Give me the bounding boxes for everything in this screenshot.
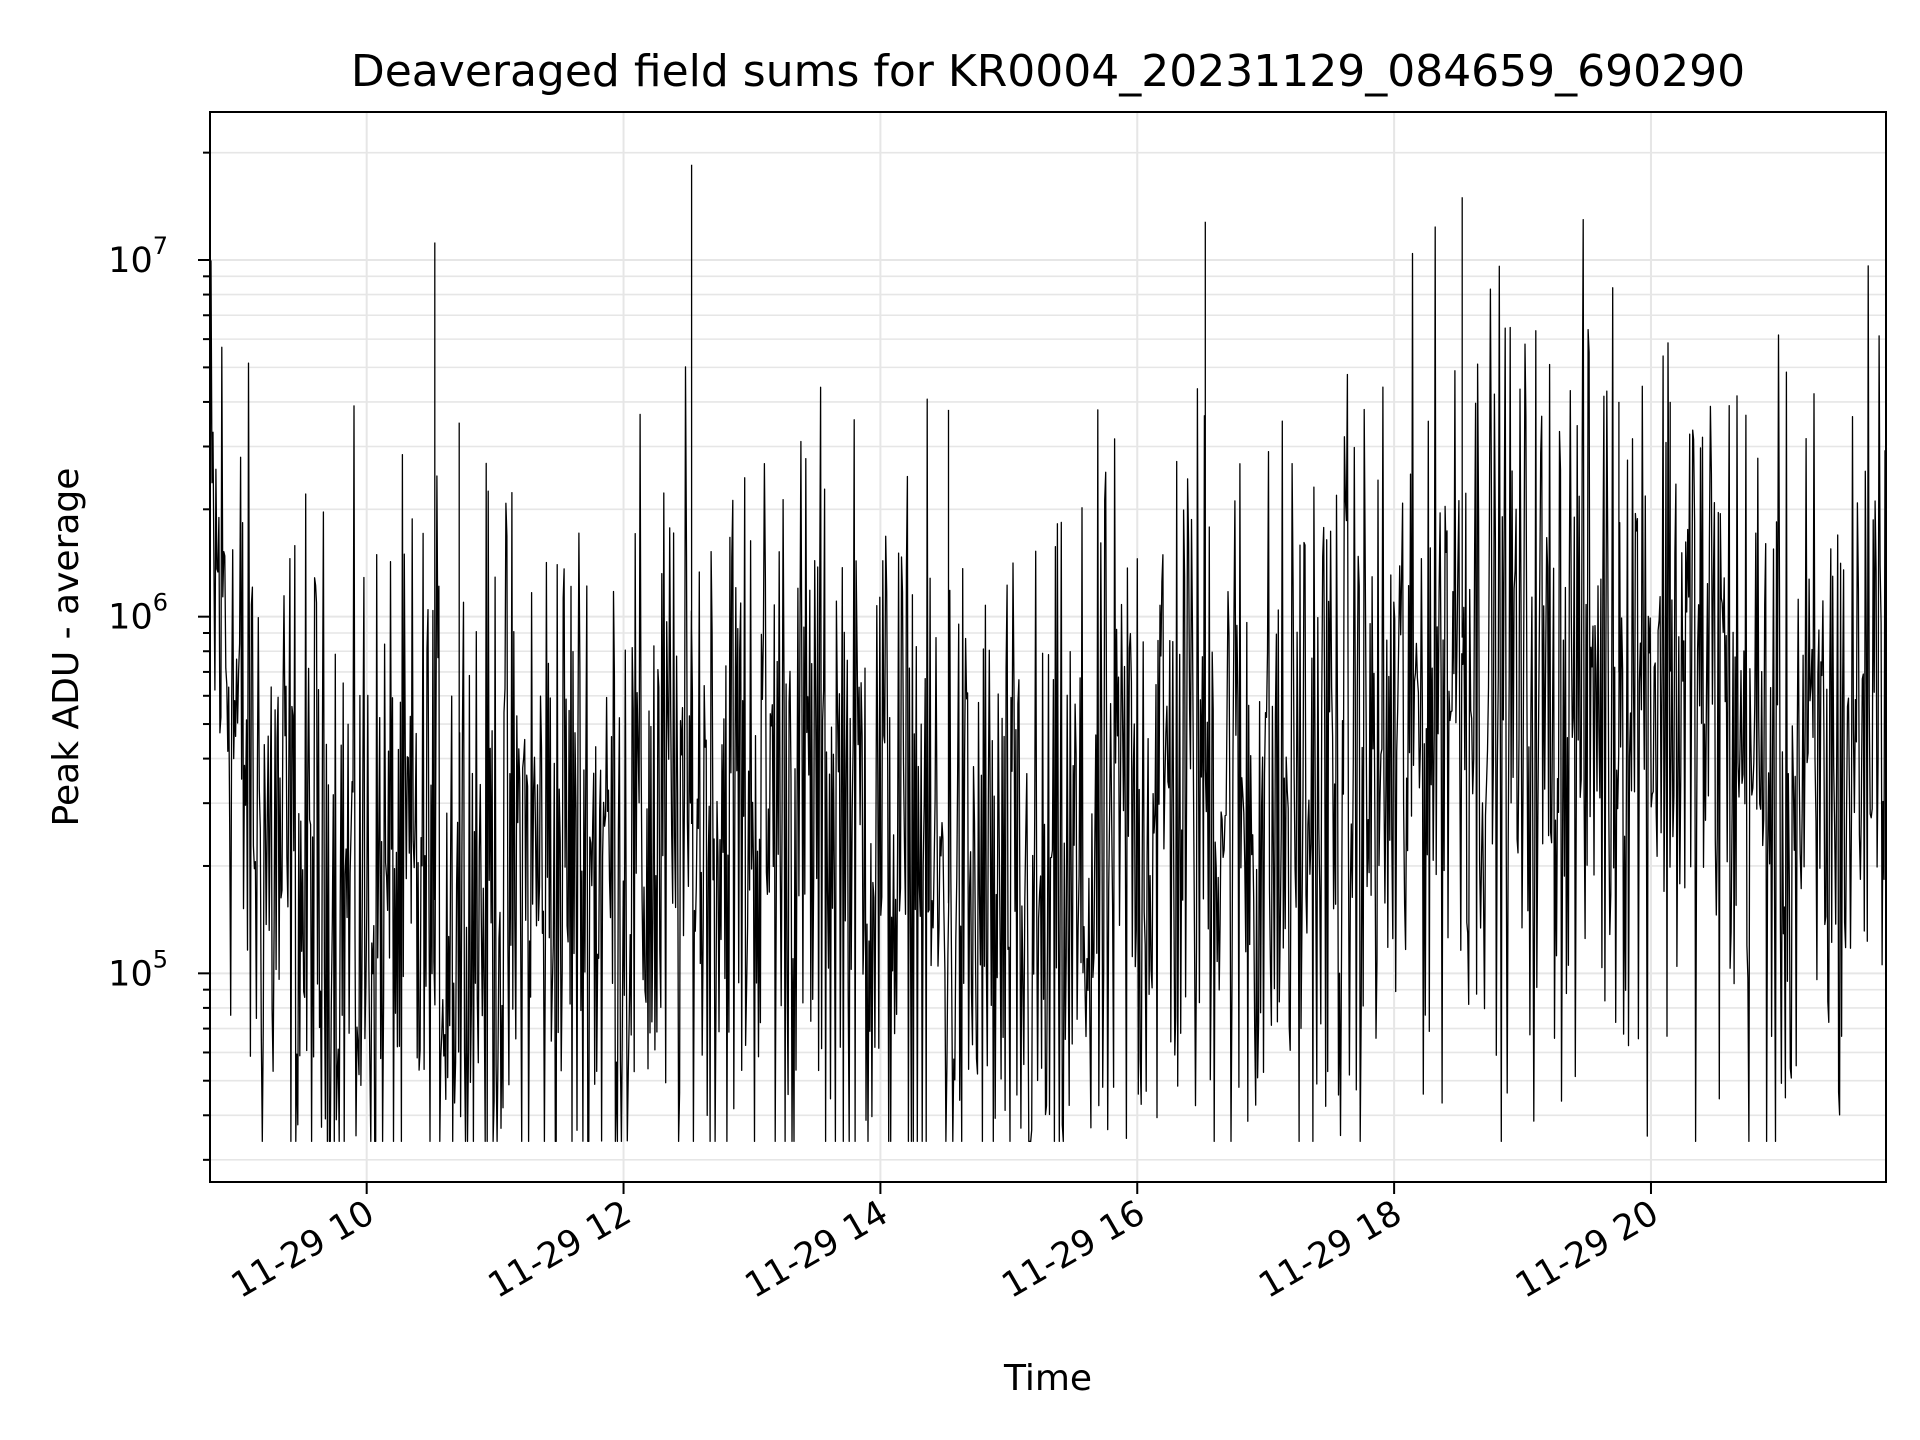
axis-ticks — [198, 151, 1652, 1194]
x-tick-label: 11-29 14 — [739, 1193, 895, 1306]
chart-title: Deaveraged field sums for KR0004_2023112… — [351, 46, 1745, 97]
x-axis-label: Time — [1003, 1358, 1092, 1399]
x-tick-labels: 11-29 10 11-29 12 11-29 14 11-29 16 11-29 18… — [225, 1193, 1666, 1306]
y-tick-label: 107 — [108, 232, 168, 281]
x-tick-label: 11-29 12 — [482, 1193, 638, 1306]
y-tick-label: 105 — [108, 945, 168, 994]
y-tick-label: 106 — [108, 589, 168, 638]
x-tick-label: 11-29 18 — [1252, 1193, 1408, 1306]
y-tick-labels: 105 106 107 — [108, 232, 168, 994]
x-tick-label: 11-29 20 — [1509, 1193, 1665, 1306]
series-line — [209, 164, 1887, 1143]
plot-frame — [209, 111, 1887, 1183]
x-tick-label: 11-29 10 — [225, 1193, 381, 1306]
x-tick-label: 11-29 16 — [995, 1193, 1151, 1306]
y-axis-label: Peak ADU - average — [46, 468, 87, 827]
plot-area — [209, 164, 1887, 1143]
